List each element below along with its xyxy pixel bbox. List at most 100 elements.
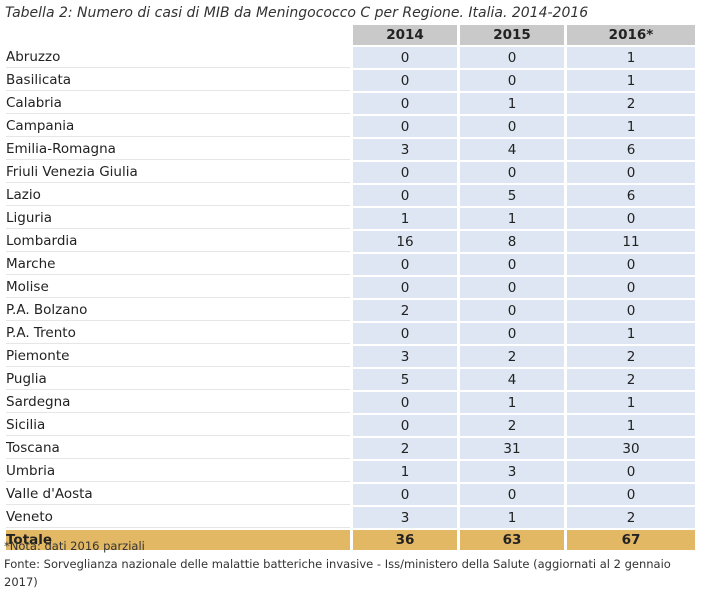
- table-row: Calabria 0 1 2: [6, 93, 695, 114]
- value-2014-cell: 2: [353, 438, 457, 459]
- region-cell: Sicilia: [6, 415, 350, 436]
- value-2014-cell: 16: [353, 231, 457, 252]
- region-cell: Emilia-Romagna: [6, 139, 350, 160]
- value-2016-cell: 2: [567, 369, 695, 390]
- value-2016-cell: 6: [567, 139, 695, 160]
- region-cell: Sardegna: [6, 392, 350, 413]
- value-2016-cell: 2: [567, 507, 695, 528]
- table-row: Basilicata 0 0 1: [6, 70, 695, 91]
- value-2016-cell: 1: [567, 116, 695, 137]
- region-cell: Veneto: [6, 507, 350, 528]
- value-2014-cell: 0: [353, 323, 457, 344]
- header-row: 2014 2015 2016*: [6, 25, 695, 45]
- cases-table: 2014 2015 2016* Abruzzo 0 0 1 Basilicata 0 0 1 C…: [3, 23, 698, 552]
- region-cell: P.A. Bolzano: [6, 300, 350, 321]
- table-row: Lombardia 16 8 11: [6, 231, 695, 252]
- value-2016-cell: 6: [567, 185, 695, 206]
- total-2016-cell: 67: [567, 530, 695, 550]
- region-cell: Marche: [6, 254, 350, 275]
- value-2014-cell: 0: [353, 70, 457, 91]
- value-2015-cell: 0: [460, 484, 564, 505]
- table-caption: Tabella 2: Numero di casi di MIB da Meni…: [5, 5, 589, 21]
- table-row: Liguria 1 1 0: [6, 208, 695, 229]
- value-2014-cell: 0: [353, 162, 457, 183]
- value-2014-cell: 0: [353, 116, 457, 137]
- value-2016-cell: 1: [567, 70, 695, 91]
- table-row: Toscana 2 31 30: [6, 438, 695, 459]
- value-2015-cell: 4: [460, 369, 564, 390]
- value-2014-cell: 0: [353, 185, 457, 206]
- value-2014-cell: 2: [353, 300, 457, 321]
- value-2015-cell: 0: [460, 116, 564, 137]
- value-2016-cell: 0: [567, 484, 695, 505]
- value-2016-cell: 0: [567, 277, 695, 298]
- value-2016-cell: 0: [567, 162, 695, 183]
- table-body: Abruzzo 0 0 1 Basilicata 0 0 1 Calabria 0 1 2 Campan…: [6, 47, 695, 550]
- value-2014-cell: 1: [353, 208, 457, 229]
- value-2014-cell: 1: [353, 461, 457, 482]
- value-2015-cell: 2: [460, 415, 564, 436]
- table-row: Sardegna 0 1 1: [6, 392, 695, 413]
- table-row: Molise 0 0 0: [6, 277, 695, 298]
- region-cell: Basilicata: [6, 70, 350, 91]
- table-row: Valle d'Aosta 0 0 0: [6, 484, 695, 505]
- value-2016-cell: 2: [567, 346, 695, 367]
- region-cell: Liguria: [6, 208, 350, 229]
- value-2014-cell: 0: [353, 392, 457, 413]
- table-row: Emilia-Romagna 3 4 6: [6, 139, 695, 160]
- value-2015-cell: 1: [460, 93, 564, 114]
- table-row: Umbria 1 3 0: [6, 461, 695, 482]
- region-cell: Friuli Venezia Giulia: [6, 162, 350, 183]
- footnote-fonte: Fonte: Sorveglianza nazionale delle mala…: [4, 557, 671, 589]
- value-2016-cell: 1: [567, 323, 695, 344]
- region-cell: Toscana: [6, 438, 350, 459]
- table-row: Piemonte 3 2 2: [6, 346, 695, 367]
- total-2015-cell: 63: [460, 530, 564, 550]
- value-2015-cell: 2: [460, 346, 564, 367]
- footnote-nota: *Nota: dati 2016 parziali: [4, 539, 145, 553]
- table-row: Veneto 3 1 2: [6, 507, 695, 528]
- region-cell: Valle d'Aosta: [6, 484, 350, 505]
- header-2014: 2014: [353, 25, 457, 45]
- value-2014-cell: 0: [353, 484, 457, 505]
- value-2016-cell: 11: [567, 231, 695, 252]
- value-2015-cell: 0: [460, 70, 564, 91]
- table-row: Abruzzo 0 0 1: [6, 47, 695, 68]
- value-2014-cell: 0: [353, 415, 457, 436]
- region-cell: Puglia: [6, 369, 350, 390]
- value-2014-cell: 0: [353, 93, 457, 114]
- value-2016-cell: 0: [567, 254, 695, 275]
- region-cell: Lombardia: [6, 231, 350, 252]
- value-2015-cell: 1: [460, 392, 564, 413]
- value-2014-cell: 0: [353, 277, 457, 298]
- table-row: Campania 0 0 1: [6, 116, 695, 137]
- value-2015-cell: 4: [460, 139, 564, 160]
- total-2014-cell: 36: [353, 530, 457, 550]
- region-cell: Umbria: [6, 461, 350, 482]
- value-2016-cell: 0: [567, 300, 695, 321]
- value-2015-cell: 0: [460, 47, 564, 68]
- region-cell: Lazio: [6, 185, 350, 206]
- table-row: Sicilia 0 2 1: [6, 415, 695, 436]
- value-2014-cell: 3: [353, 507, 457, 528]
- region-cell: Molise: [6, 277, 350, 298]
- value-2016-cell: 2: [567, 93, 695, 114]
- table-row: P.A. Bolzano 2 0 0: [6, 300, 695, 321]
- table-row: Marche 0 0 0: [6, 254, 695, 275]
- total-label: Totale: [6, 530, 350, 550]
- region-cell: Campania: [6, 116, 350, 137]
- total-row: Totale 36 63 67: [6, 530, 695, 550]
- region-cell: P.A. Trento: [6, 323, 350, 344]
- header-region-blank: [6, 25, 350, 45]
- region-cell: Calabria: [6, 93, 350, 114]
- value-2015-cell: 1: [460, 507, 564, 528]
- footnotes: *Nota: dati 2016 parziali Fonte: Sorvegl…: [4, 537, 699, 591]
- value-2014-cell: 3: [353, 346, 457, 367]
- table-row: P.A. Trento 0 0 1: [6, 323, 695, 344]
- value-2016-cell: 0: [567, 461, 695, 482]
- value-2016-cell: 1: [567, 415, 695, 436]
- value-2016-cell: 1: [567, 47, 695, 68]
- value-2014-cell: 5: [353, 369, 457, 390]
- table-row: Friuli Venezia Giulia 0 0 0: [6, 162, 695, 183]
- value-2014-cell: 0: [353, 47, 457, 68]
